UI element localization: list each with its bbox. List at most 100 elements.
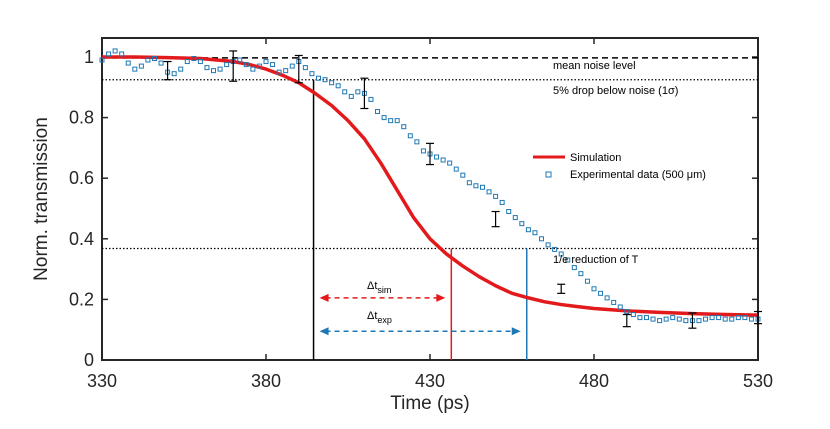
x-tick-label: 530 xyxy=(743,371,773,391)
y-tick-label: 1 xyxy=(84,47,94,67)
delta-sim-arrow-head-left xyxy=(319,293,329,302)
experimental-point xyxy=(525,227,531,233)
delta-exp-subscript: exp xyxy=(377,315,392,325)
experimental-point xyxy=(617,304,623,310)
reference-lines xyxy=(102,57,758,250)
experimental-point xyxy=(368,96,374,102)
experimental-point xyxy=(394,118,400,124)
experimental-point xyxy=(434,154,440,160)
x-tick-label: 430 xyxy=(415,371,445,391)
legend: Simulation Experimental data (500 μm) xyxy=(533,152,706,181)
delta-sim-arrow-head-right xyxy=(436,293,446,302)
experimental-point xyxy=(611,299,617,305)
experimental-point xyxy=(748,316,754,322)
delta-arrows xyxy=(319,293,521,336)
experimental-point xyxy=(532,230,538,236)
experimental-point xyxy=(440,157,446,163)
y-tick-label: 0.2 xyxy=(69,289,94,309)
experimental-point xyxy=(742,315,748,321)
experimental-point xyxy=(447,160,453,166)
experimental-point xyxy=(663,316,669,322)
experimental-point xyxy=(630,312,636,318)
experimental-point xyxy=(545,242,551,248)
mean-noise-label: mean noise level xyxy=(553,60,636,72)
experimental-point xyxy=(329,80,335,86)
experimental-point xyxy=(178,66,184,72)
y-tick-label: 0.8 xyxy=(69,108,94,128)
experimental-point xyxy=(263,59,269,65)
experimental-point xyxy=(466,180,472,186)
y-tick-label: 0.4 xyxy=(69,229,94,249)
experimental-point xyxy=(709,315,715,321)
experimental-point xyxy=(342,89,348,95)
x-tick-label: 380 xyxy=(251,371,281,391)
experimental-point xyxy=(335,83,341,89)
x-tick-label: 330 xyxy=(87,371,117,391)
experimental-point xyxy=(735,315,741,321)
experimental-point xyxy=(191,56,197,62)
experimental-point xyxy=(414,139,420,145)
experimental-point xyxy=(171,71,177,77)
experimental-point xyxy=(204,65,210,71)
delta-sim-subscript: sim xyxy=(377,285,391,295)
one-over-e-label: 1/e reduction of T xyxy=(553,254,639,266)
experimental-point xyxy=(112,48,118,54)
experimental-point xyxy=(99,57,105,63)
experimental-point xyxy=(125,60,131,66)
experimental-point xyxy=(145,57,151,63)
delta-exp-arrow-head-right xyxy=(511,327,521,336)
experimental-point xyxy=(591,286,597,292)
experimental-point xyxy=(703,316,709,322)
experimental-point xyxy=(211,68,217,74)
experimental-point xyxy=(388,118,394,124)
legend-experimental-label: Experimental data (500 μm) xyxy=(570,169,706,181)
experimental-point xyxy=(539,236,545,242)
delta-exp-label: Δtexp xyxy=(367,310,392,325)
experimental-point xyxy=(401,124,407,130)
experimental-point xyxy=(407,133,413,139)
experimental-point xyxy=(119,51,125,57)
experimental-point xyxy=(598,290,604,296)
experimental-point xyxy=(657,318,663,324)
vertical-markers xyxy=(312,79,528,360)
experimental-point xyxy=(276,69,282,75)
experimental-point xyxy=(512,215,518,221)
experimental-point xyxy=(237,57,243,63)
experimental-point xyxy=(552,246,558,252)
experimental-point xyxy=(578,271,584,277)
experimental-point xyxy=(243,62,249,68)
experimental-point xyxy=(348,93,354,99)
experimental-point xyxy=(289,63,295,69)
experimental-series xyxy=(99,48,761,324)
experimental-point xyxy=(729,316,735,322)
experimental-point xyxy=(670,315,676,321)
experimental-point xyxy=(473,183,479,189)
experimental-point xyxy=(479,184,485,190)
experimental-point xyxy=(184,59,190,65)
experimental-point xyxy=(637,315,643,321)
experimental-point xyxy=(676,316,682,322)
x-tick-label: 480 xyxy=(579,371,609,391)
experimental-point xyxy=(322,77,328,83)
experimental-point xyxy=(643,315,649,321)
x-axis-label: Time (ps) xyxy=(390,393,470,414)
five-percent-label: 5% drop below noise (1σ) xyxy=(553,85,678,97)
experimental-point xyxy=(499,199,505,205)
experimental-point xyxy=(151,56,157,62)
experimental-point xyxy=(683,318,689,324)
error-bars xyxy=(163,50,762,329)
experimental-point xyxy=(138,63,144,69)
experimental-point xyxy=(486,189,492,195)
experimental-point xyxy=(283,68,289,74)
experimental-point xyxy=(270,62,276,68)
experimental-point xyxy=(381,115,387,121)
experimental-point xyxy=(224,62,230,68)
axis-ticks: 330 380 430 480 530 0 0.2 0.4 0.6 0.8 1 xyxy=(69,38,773,391)
experimental-point xyxy=(250,66,256,72)
experimental-point xyxy=(565,257,571,263)
experimental-point xyxy=(375,109,381,115)
experimental-point xyxy=(132,66,138,72)
experimental-point xyxy=(493,193,499,199)
experimental-point xyxy=(302,65,308,71)
